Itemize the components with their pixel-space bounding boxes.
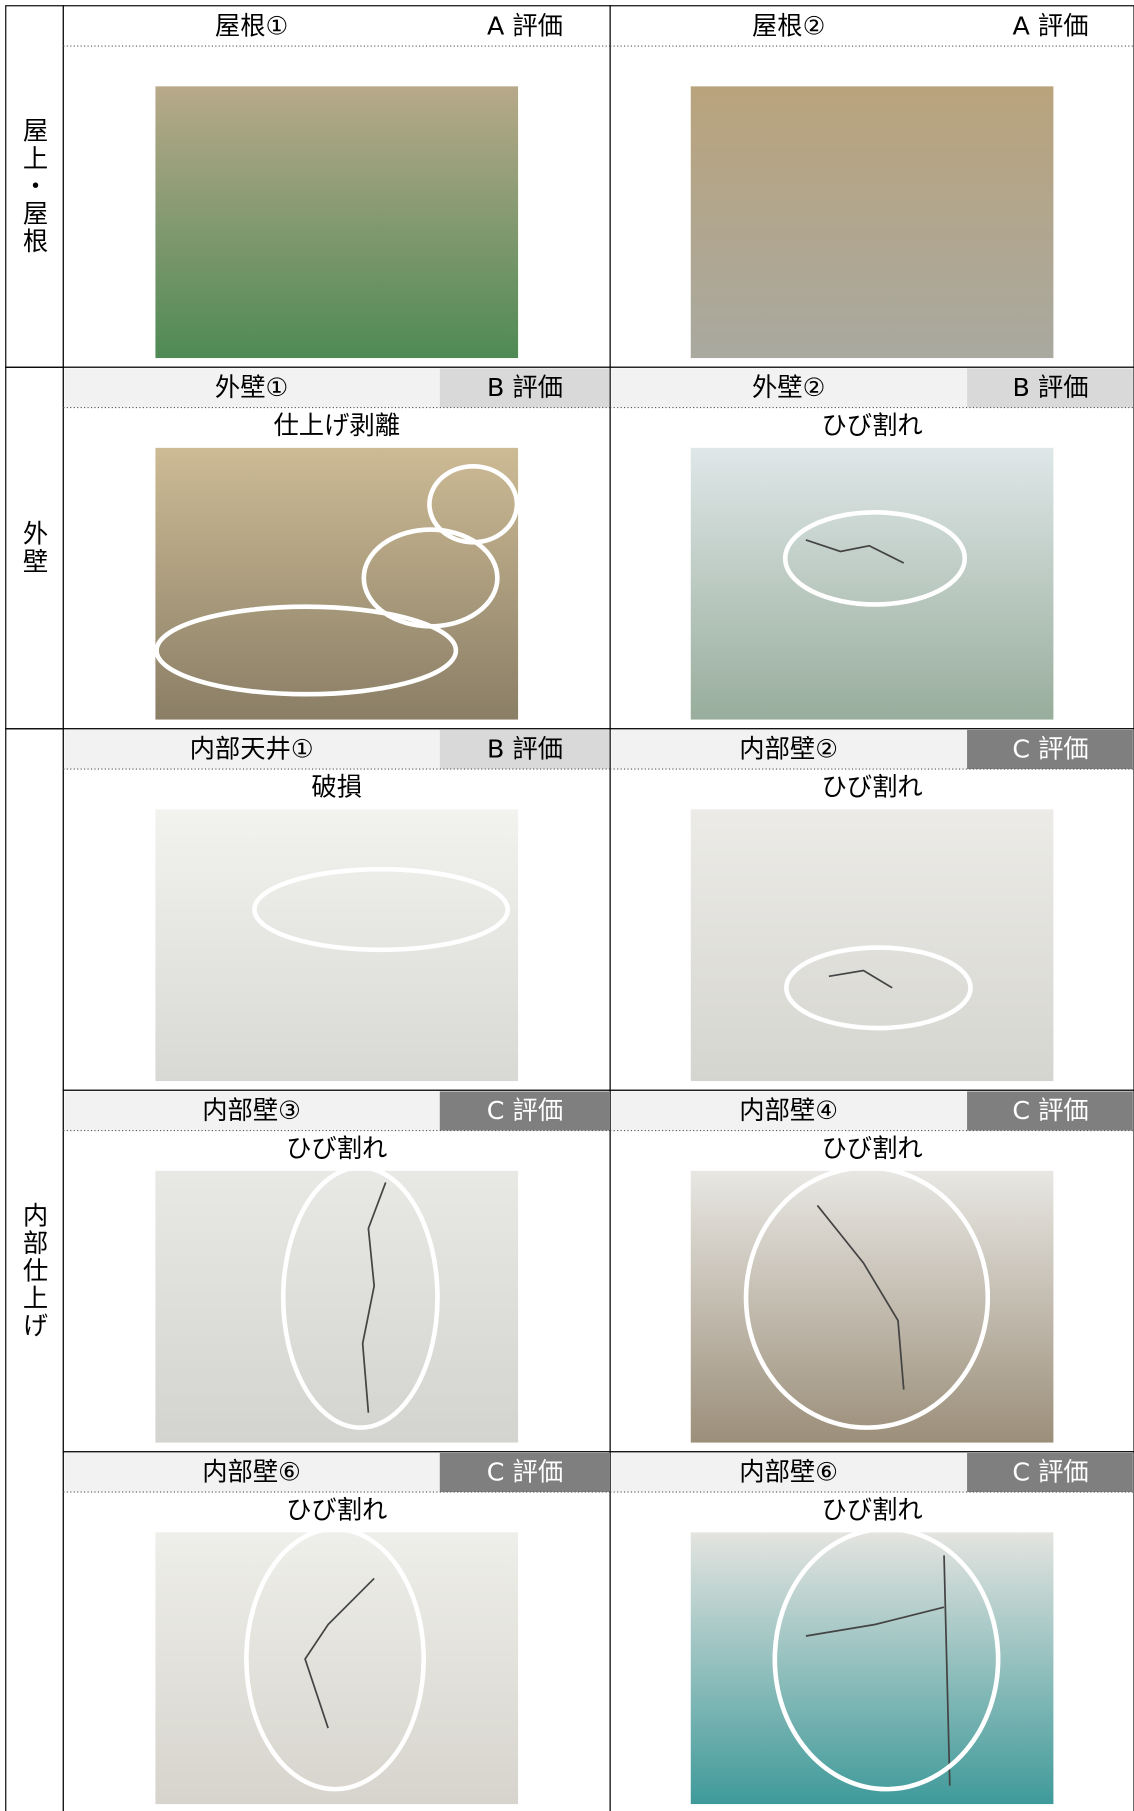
highlight-circle — [252, 866, 511, 953]
crack — [304, 1577, 375, 1729]
grade-box — [439, 368, 610, 408]
photo-bg — [155, 86, 519, 359]
caption: ひび割れ — [821, 1495, 922, 1525]
section-label: 外壁 — [20, 520, 50, 575]
cell-title: 内部壁⑥ — [739, 1457, 838, 1487]
photo-bg — [690, 809, 1054, 1082]
photo-bg — [690, 1170, 1054, 1443]
highlight-circle — [772, 1526, 1001, 1792]
photo-bg — [690, 1532, 1054, 1805]
photo — [690, 809, 1054, 1082]
photo — [690, 1526, 1054, 1805]
grade: C 評価 — [1012, 1457, 1088, 1487]
photo-bg — [690, 447, 1054, 720]
caption: ひび割れ — [821, 410, 922, 440]
highlight-circle — [784, 945, 973, 1031]
title-bar — [64, 6, 440, 47]
cell-title: 外壁① — [215, 372, 288, 402]
section-label: 屋上・屋根 — [20, 117, 50, 255]
highlight-circle — [244, 1526, 426, 1792]
title-bar — [64, 729, 440, 770]
photo-bg — [155, 1170, 519, 1443]
highlight-circle — [154, 604, 459, 697]
photo — [690, 1165, 1054, 1443]
title-bar — [64, 368, 440, 408]
section-label: 内部仕上げ — [20, 1202, 50, 1340]
photo — [155, 1526, 519, 1805]
grade-box — [967, 6, 1133, 47]
grade: B 評価 — [487, 372, 563, 402]
photo-bg — [690, 86, 1054, 359]
photo — [155, 86, 519, 359]
grade-box — [967, 729, 1133, 770]
crack — [943, 1555, 951, 1786]
caption: ひび割れ — [286, 1495, 387, 1525]
caption: ひび割れ — [821, 772, 922, 802]
title-bar — [64, 1452, 440, 1493]
title-bar — [611, 1452, 968, 1493]
grade-box — [439, 6, 610, 47]
photo-bg — [155, 447, 519, 720]
title-bar — [611, 368, 968, 408]
highlight-circle — [782, 510, 968, 607]
grade-box — [439, 729, 610, 770]
title-bar — [64, 1091, 440, 1131]
caption: ひび割れ — [821, 1133, 922, 1163]
cell-title: 屋根② — [752, 11, 825, 41]
crack — [805, 539, 905, 564]
grade: C 評価 — [487, 1457, 563, 1487]
caption: ひび割れ — [286, 1133, 387, 1163]
crack — [805, 1606, 945, 1637]
cell-title: 外壁② — [752, 372, 825, 402]
cell-title: 内部壁② — [739, 734, 838, 764]
grade-box — [439, 1091, 610, 1131]
title-bar — [611, 1091, 968, 1131]
photo — [155, 1165, 519, 1443]
cell-title: 屋根① — [215, 11, 288, 41]
crack — [828, 969, 893, 989]
grade: A 評価 — [487, 11, 563, 41]
title-bar — [611, 729, 968, 770]
grade: B 評価 — [1013, 372, 1089, 402]
crack — [816, 1204, 905, 1390]
cell-title: 内部天井① — [190, 734, 314, 764]
photo — [155, 809, 519, 1082]
caption: 仕上げ剥離 — [273, 410, 400, 440]
grade: C 評価 — [1012, 1095, 1088, 1125]
title-bar — [611, 6, 968, 47]
grade: C 評価 — [487, 1095, 563, 1125]
photo — [154, 447, 520, 720]
grade: A 評価 — [1013, 11, 1089, 41]
cell-title: 内部壁③ — [202, 1095, 301, 1125]
grade-box — [439, 1452, 610, 1493]
photo-bg — [155, 1532, 519, 1805]
grade: B 評価 — [487, 734, 563, 764]
grade-box — [967, 1091, 1133, 1131]
crack — [361, 1182, 387, 1413]
grade-box — [967, 1452, 1133, 1493]
photo — [690, 86, 1054, 359]
cell-title: 内部壁④ — [739, 1095, 838, 1125]
grade-box — [967, 368, 1133, 408]
grade: C 評価 — [1012, 734, 1088, 764]
caption: 破損 — [311, 772, 362, 802]
photo — [690, 447, 1054, 720]
highlight-circle — [743, 1165, 991, 1430]
cell-title: 内部壁⑥ — [202, 1457, 301, 1487]
highlight-circle — [280, 1165, 440, 1430]
